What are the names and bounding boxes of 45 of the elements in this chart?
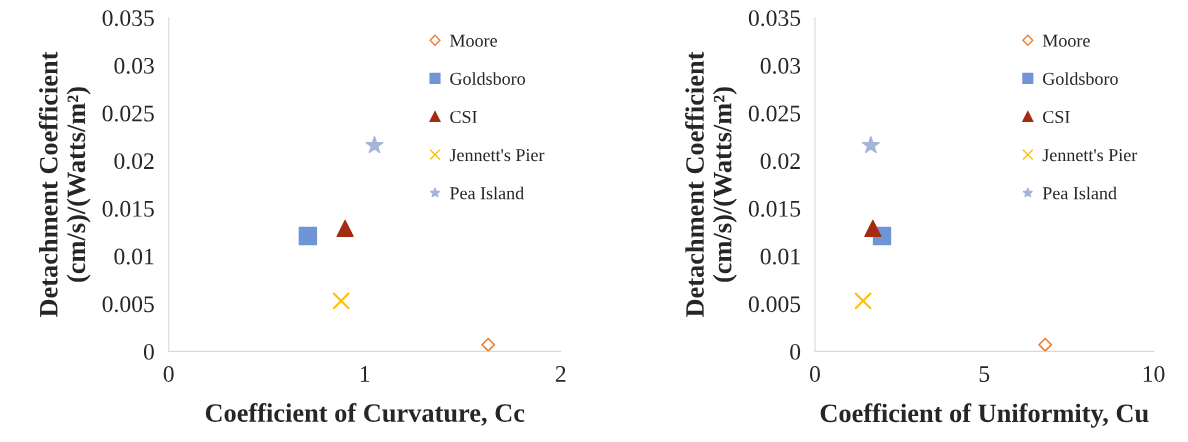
x-tick-label: 5	[979, 366, 990, 382]
y-tick-label: 0.01	[760, 248, 800, 265]
x-axis-title: Coefficient of Uniformity, Cu	[820, 403, 1149, 428]
y-tick-label: 0.02	[760, 153, 800, 170]
legend-label: Jennett's Pier	[1042, 149, 1138, 162]
point	[332, 291, 351, 310]
point	[336, 219, 354, 238]
legend-label: Goldsboro	[1043, 72, 1118, 85]
y-tick-label: 0.03	[114, 57, 154, 74]
y-tick-label: 0.005	[102, 296, 154, 313]
y-tick-label: 0.025	[102, 105, 154, 122]
y-tick-label: 0.005	[748, 296, 801, 313]
point	[298, 226, 318, 246]
y-tick-label: 0.02	[114, 153, 154, 170]
y-axis-title: Detachment Coefficient (cm/s)/(Watts/m²)	[38, 51, 91, 318]
x-tick-label: 0	[163, 365, 174, 382]
legend-label: Jennett's Pier	[449, 149, 545, 162]
y-tick-label: 0.015	[748, 200, 801, 217]
y-tick-label: 0.015	[102, 200, 154, 217]
legend-label: Pea Island	[1042, 186, 1117, 200]
point	[864, 219, 882, 238]
point	[854, 291, 872, 310]
legend-label: Moore	[1042, 34, 1090, 47]
x-tick-label: 0	[809, 365, 820, 382]
y-tick-label: 0.03	[760, 57, 801, 74]
y-axis-title: Detachment Coefficient (cm/s)/(Watts/m²)	[685, 51, 737, 318]
y-tick-label: 0.01	[114, 248, 154, 265]
legend-label: Goldsboro	[450, 72, 526, 85]
x-tick-label: 1	[360, 366, 370, 382]
point	[861, 135, 880, 154]
x-axis-title: Coefficient of Curvature, Cc	[205, 403, 525, 426]
y-tick-label: 0	[790, 343, 801, 360]
x-tick-label: 10	[1143, 365, 1165, 382]
point	[1038, 337, 1053, 352]
legend-label: Pea Island	[449, 186, 524, 200]
point	[365, 135, 384, 154]
legend-label: CSI	[1043, 110, 1070, 124]
legend-label: CSI	[450, 110, 477, 124]
point	[481, 337, 496, 352]
y-tick-label: 0.035	[748, 10, 801, 27]
legend-label: Moore	[449, 34, 497, 47]
x-tick-label: 2	[555, 366, 566, 382]
y-tick-label: 0	[143, 343, 154, 360]
y-tick-label: 0.025	[748, 105, 801, 122]
y-tick-label: 0.035	[102, 10, 154, 27]
